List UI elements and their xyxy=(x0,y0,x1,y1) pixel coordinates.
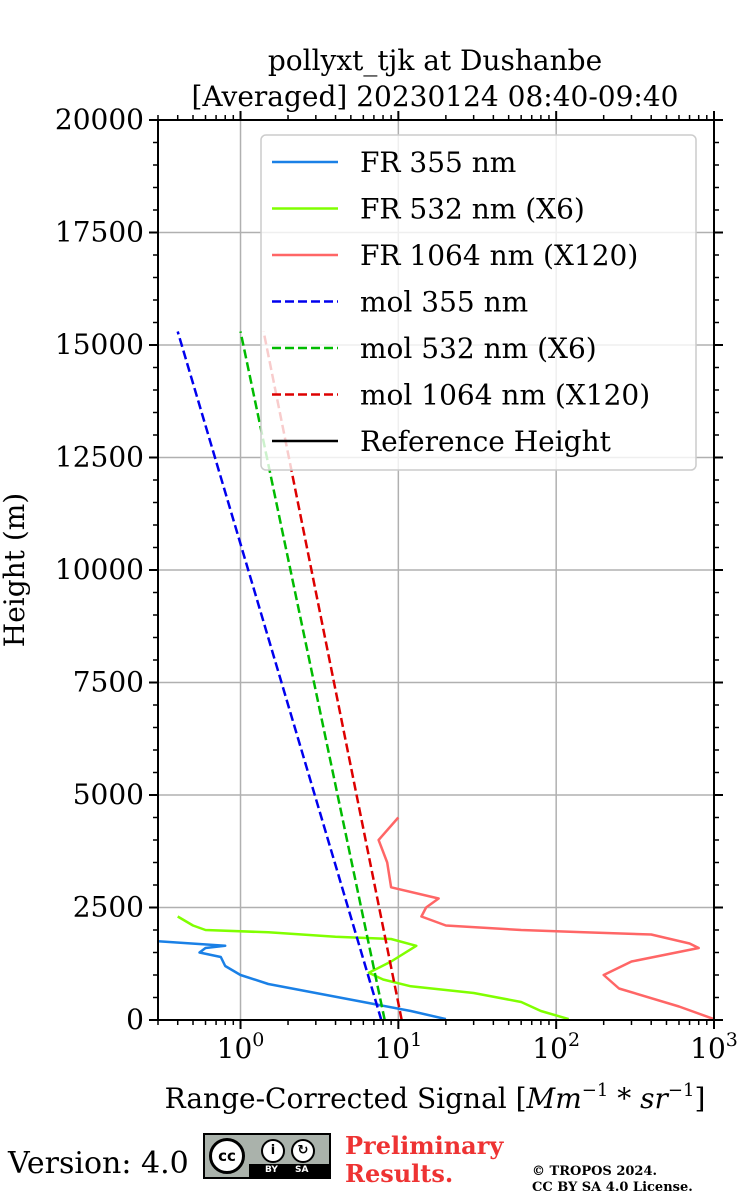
cc-icon: cc xyxy=(209,1138,245,1174)
series-line-3 xyxy=(176,331,383,1020)
y-tick-label: 17500 xyxy=(55,216,144,249)
axis-ticks xyxy=(149,111,723,1029)
legend-label: FR 1064 nm (X120) xyxy=(360,239,638,272)
y-tick-label: 20000 xyxy=(55,103,144,136)
legend-label: mol 532 nm (X6) xyxy=(360,332,597,365)
series-line-0 xyxy=(158,940,447,1020)
legend-label: Reference Height xyxy=(360,425,612,458)
x-axis-label: Range-Corrected Signal [Mm−1 * sr−1] xyxy=(165,1080,706,1115)
y-tick-label: 10000 xyxy=(55,553,144,586)
legend-box xyxy=(260,134,697,471)
by-person-icon: i xyxy=(261,1139,285,1163)
x-tick-label: 100 xyxy=(217,1029,265,1065)
chart-title-line2: [Averaged] 20230124 08:40-09:40 xyxy=(192,80,679,113)
legend-label: mol 355 nm xyxy=(360,286,528,319)
lidar-profile-chart: pollyxt_tjk at Dushanbe [Averaged] 20230… xyxy=(0,44,738,1115)
y-tick-labels: 0 2500 5000 7500 10000 12500 15000 17500 20000 xyxy=(55,103,144,1036)
y-tick-label: 2500 xyxy=(73,891,144,924)
cc-by-label: BY xyxy=(265,1165,278,1175)
preliminary-results-note: Preliminary Results. xyxy=(345,1131,504,1188)
legend-label: mol 1064 nm (X120) xyxy=(360,379,650,412)
y-tick-label: 12500 xyxy=(55,441,144,474)
chart-title-line1: pollyxt_tjk at Dushanbe xyxy=(268,44,602,77)
version-label: Version: 4.0 xyxy=(8,1146,189,1181)
y-axis-label: Height (m) xyxy=(0,493,31,647)
y-tick-label: 7500 xyxy=(73,666,144,699)
x-tick-labels: 100 101 102 103 xyxy=(217,1029,738,1065)
x-tick-label: 103 xyxy=(690,1029,738,1065)
y-tick-label: 15000 xyxy=(55,328,144,361)
copyright-note: © TROPOS 2024. CC BY SA 4.0 License. xyxy=(532,1164,693,1195)
cc-badge-labels: BY SA xyxy=(249,1164,329,1177)
x-tick-label: 102 xyxy=(532,1029,580,1065)
legend: FR 355 nm FR 532 nm (X6) FR 1064 nm (X120)… xyxy=(260,134,697,471)
cc-by-sa-badge[interactable]: cc i ↻ BY SA xyxy=(203,1133,331,1179)
y-tick-label: 5000 xyxy=(73,778,144,811)
legend-label: FR 532 nm (X6) xyxy=(360,193,585,226)
sa-share-alike-icon: ↻ xyxy=(291,1139,315,1163)
y-tick-label: 0 xyxy=(126,1003,144,1036)
legend-label: FR 355 nm xyxy=(360,146,516,179)
x-tick-label: 101 xyxy=(374,1029,422,1065)
cc-sa-label: SA xyxy=(295,1165,309,1175)
series-line-2 xyxy=(377,816,714,1020)
